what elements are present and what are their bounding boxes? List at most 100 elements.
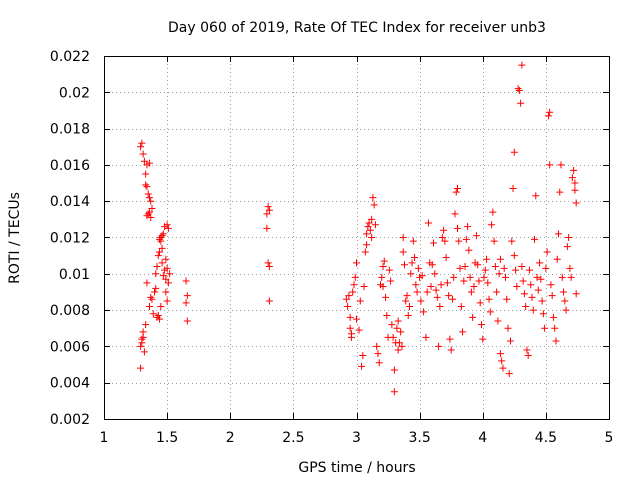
data-point	[470, 283, 478, 291]
data-point	[143, 212, 151, 220]
data-point	[162, 275, 170, 283]
data-point	[356, 297, 364, 305]
data-point	[182, 277, 190, 285]
x-tick-label: 1	[100, 430, 109, 446]
data-point	[474, 261, 482, 269]
x-tick-label: 1.5	[156, 430, 178, 446]
data-point	[515, 86, 523, 94]
data-point	[520, 290, 528, 298]
y-tick-label: 0.004	[50, 376, 90, 392]
data-point	[164, 279, 172, 287]
data-point	[448, 295, 456, 303]
data-point	[480, 273, 488, 281]
data-point	[498, 357, 506, 365]
data-point	[142, 321, 150, 329]
data-point	[368, 215, 376, 223]
data-point	[387, 277, 395, 285]
data-point	[379, 263, 387, 271]
data-point	[514, 85, 522, 93]
data-point	[139, 328, 147, 336]
data-point	[505, 370, 513, 378]
data-point	[142, 170, 150, 178]
data-point	[483, 255, 491, 263]
data-point	[536, 259, 544, 267]
data-point	[450, 273, 458, 281]
data-point	[479, 335, 487, 343]
data-point	[344, 302, 352, 310]
data-point	[265, 206, 273, 214]
data-point	[361, 248, 369, 256]
y-tick-label: 0.014	[50, 194, 90, 210]
data-point	[399, 234, 407, 241]
data-point	[140, 348, 148, 356]
data-point	[462, 235, 470, 243]
data-point	[509, 184, 517, 192]
data-point	[560, 288, 568, 296]
data-point	[524, 351, 532, 359]
data-point	[156, 235, 164, 243]
data-point	[454, 224, 461, 232]
data-point	[412, 281, 420, 289]
data-point	[430, 239, 438, 247]
data-point	[495, 270, 503, 278]
data-point	[398, 342, 406, 350]
data-point	[493, 288, 501, 296]
data-point	[145, 208, 153, 216]
data-point	[427, 283, 435, 291]
data-point	[156, 248, 164, 256]
x-tick-label: 4.5	[535, 430, 557, 446]
data-point	[512, 266, 520, 274]
data-point	[501, 273, 509, 281]
data-point	[542, 264, 550, 272]
axes: 1 1.5 2 2.5 3 3.5 4 4.5 5 0.002 0.004 0.006 0.008 0.0…	[50, 49, 614, 446]
data-point	[556, 188, 564, 196]
data-point	[543, 248, 551, 256]
data-point	[454, 184, 461, 192]
data-point	[561, 297, 569, 305]
data-point	[350, 281, 358, 289]
data-point	[263, 210, 271, 218]
data-point	[265, 263, 273, 271]
data-point	[435, 342, 443, 350]
data-point	[548, 292, 556, 300]
data-point	[414, 264, 422, 272]
data-point	[534, 286, 542, 294]
data-point	[484, 279, 492, 287]
data-point	[342, 295, 350, 303]
y-tick-label: 0.002	[50, 412, 90, 428]
data-point	[388, 321, 396, 329]
data-point	[489, 208, 497, 216]
data-point	[152, 270, 160, 278]
data-point	[366, 226, 374, 234]
data-point	[264, 203, 272, 211]
data-point	[379, 283, 387, 291]
data-point	[154, 252, 162, 260]
data-point	[378, 273, 386, 281]
y-tick-label: 0.01	[59, 267, 90, 283]
data-point	[428, 261, 436, 269]
data-point	[499, 364, 507, 372]
data-point	[418, 272, 426, 280]
data-point	[409, 237, 417, 245]
data-point	[142, 181, 150, 189]
data-point	[481, 266, 489, 274]
data-point	[419, 308, 427, 316]
data-point	[504, 324, 512, 332]
data-point	[365, 219, 373, 227]
data-point	[491, 263, 499, 271]
data-point	[375, 359, 383, 367]
data-point	[486, 308, 494, 316]
data-point	[137, 364, 145, 372]
data-point	[485, 295, 493, 303]
data-point	[406, 302, 414, 310]
data-point	[562, 306, 570, 314]
data-point	[161, 223, 169, 231]
data-point	[533, 273, 541, 281]
data-point	[488, 221, 496, 229]
data-point	[563, 243, 571, 251]
data-point	[544, 112, 552, 120]
data-point	[552, 337, 560, 345]
data-point	[397, 328, 405, 336]
data-point	[145, 159, 153, 167]
data-point	[532, 192, 540, 200]
